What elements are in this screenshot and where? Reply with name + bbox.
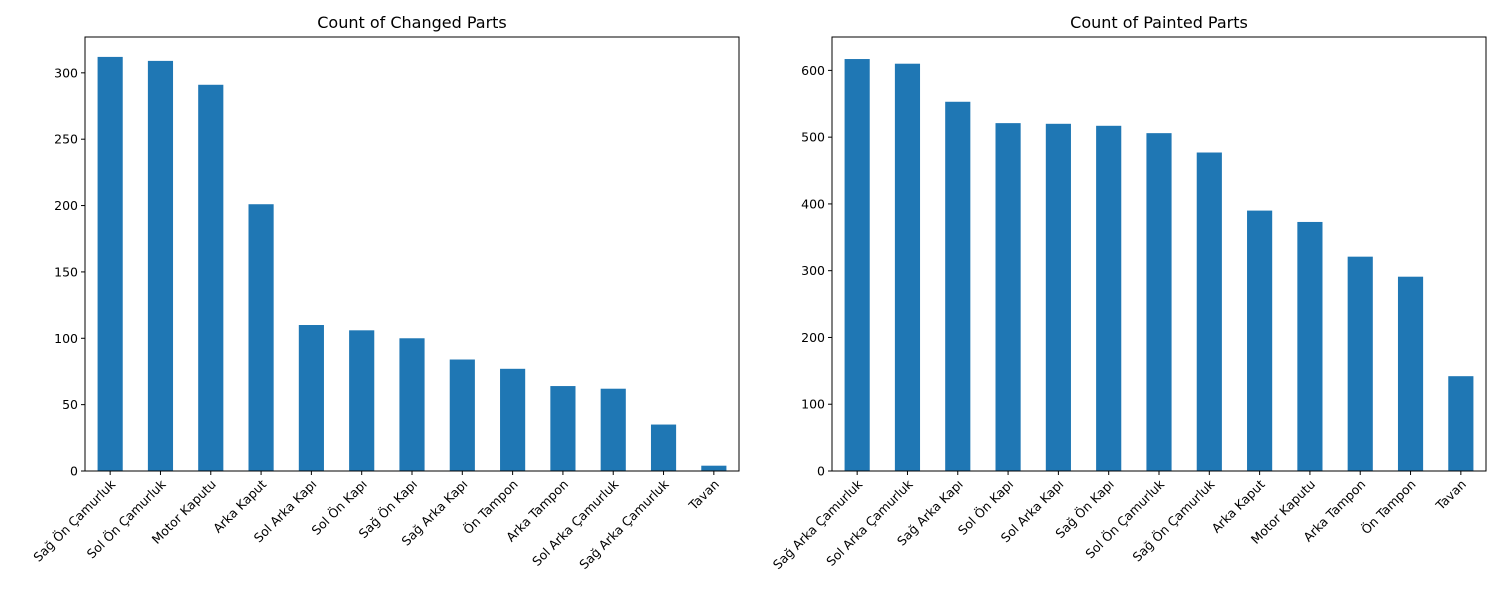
- y-tick-label: 200: [54, 198, 78, 213]
- bar: [1397, 276, 1424, 471]
- bar: [298, 325, 324, 471]
- bar: [349, 330, 375, 471]
- bar: [1196, 152, 1222, 471]
- bar: [399, 338, 425, 471]
- bar: [844, 59, 870, 472]
- bar: [1146, 133, 1172, 471]
- x-tick-label: Sağ Ön Çamurluk: [30, 475, 119, 564]
- bar: [1247, 210, 1273, 471]
- y-tick-label: 300: [54, 65, 78, 80]
- y-tick-label: 400: [801, 196, 825, 211]
- x-tick-label: Tavan: [685, 477, 722, 514]
- changed-parts-chart: Count of Changed Parts 0 50 100 150 200 250 30…: [30, 13, 740, 572]
- bar: [1448, 376, 1474, 471]
- plot-frame: [84, 36, 740, 472]
- x-tick-label: Sağ Arka Çamurluk: [770, 476, 866, 572]
- bar: [600, 388, 626, 471]
- bar: [449, 359, 475, 471]
- bar: [701, 465, 727, 471]
- bar: [198, 84, 224, 471]
- y-tick-label: 600: [801, 63, 825, 78]
- y-tick-label: 150: [54, 264, 78, 279]
- bar: [500, 368, 526, 471]
- x-tick-label: Sol Arka Çamurluk: [529, 476, 622, 569]
- bar: [650, 424, 677, 471]
- bar: [97, 56, 123, 471]
- chart-title: Count of Changed Parts: [317, 13, 507, 32]
- y-tick-label: 200: [801, 330, 825, 345]
- y-tick-label: 300: [801, 263, 825, 278]
- bar: [1297, 221, 1323, 471]
- y-tick-label: 100: [801, 397, 825, 412]
- chart-title: Count of Painted Parts: [1070, 13, 1248, 32]
- painted-parts-chart: Count of Painted Parts 0 100 200 300 400 500 6…: [770, 13, 1487, 572]
- x-tick-label: Ön Tampon: [1357, 476, 1418, 537]
- bar: [1347, 256, 1373, 471]
- bar: [1096, 125, 1122, 472]
- y-tick-label: 500: [801, 130, 825, 145]
- y-tick-label: 50: [62, 397, 78, 412]
- bar: [550, 386, 576, 471]
- x-tick-label: Sağ Arka Çamurluk: [576, 476, 672, 572]
- x-tick-label: Sağ Ön Çamurluk: [1129, 475, 1218, 564]
- x-tick-label: Tavan: [1432, 477, 1469, 514]
- y-tick-label: 0: [70, 464, 78, 479]
- bar: [995, 123, 1021, 471]
- bar: [894, 63, 921, 471]
- bar: [945, 101, 971, 472]
- bar: [248, 204, 274, 471]
- plot-frame: [831, 36, 1487, 472]
- bar: [1045, 123, 1071, 472]
- x-tick-label: Sol Arka Çamurluk: [823, 476, 916, 569]
- y-tick-label: 100: [54, 331, 78, 346]
- y-tick-label: 0: [817, 464, 825, 479]
- y-tick-label: 250: [54, 132, 78, 147]
- bar: [147, 60, 174, 472]
